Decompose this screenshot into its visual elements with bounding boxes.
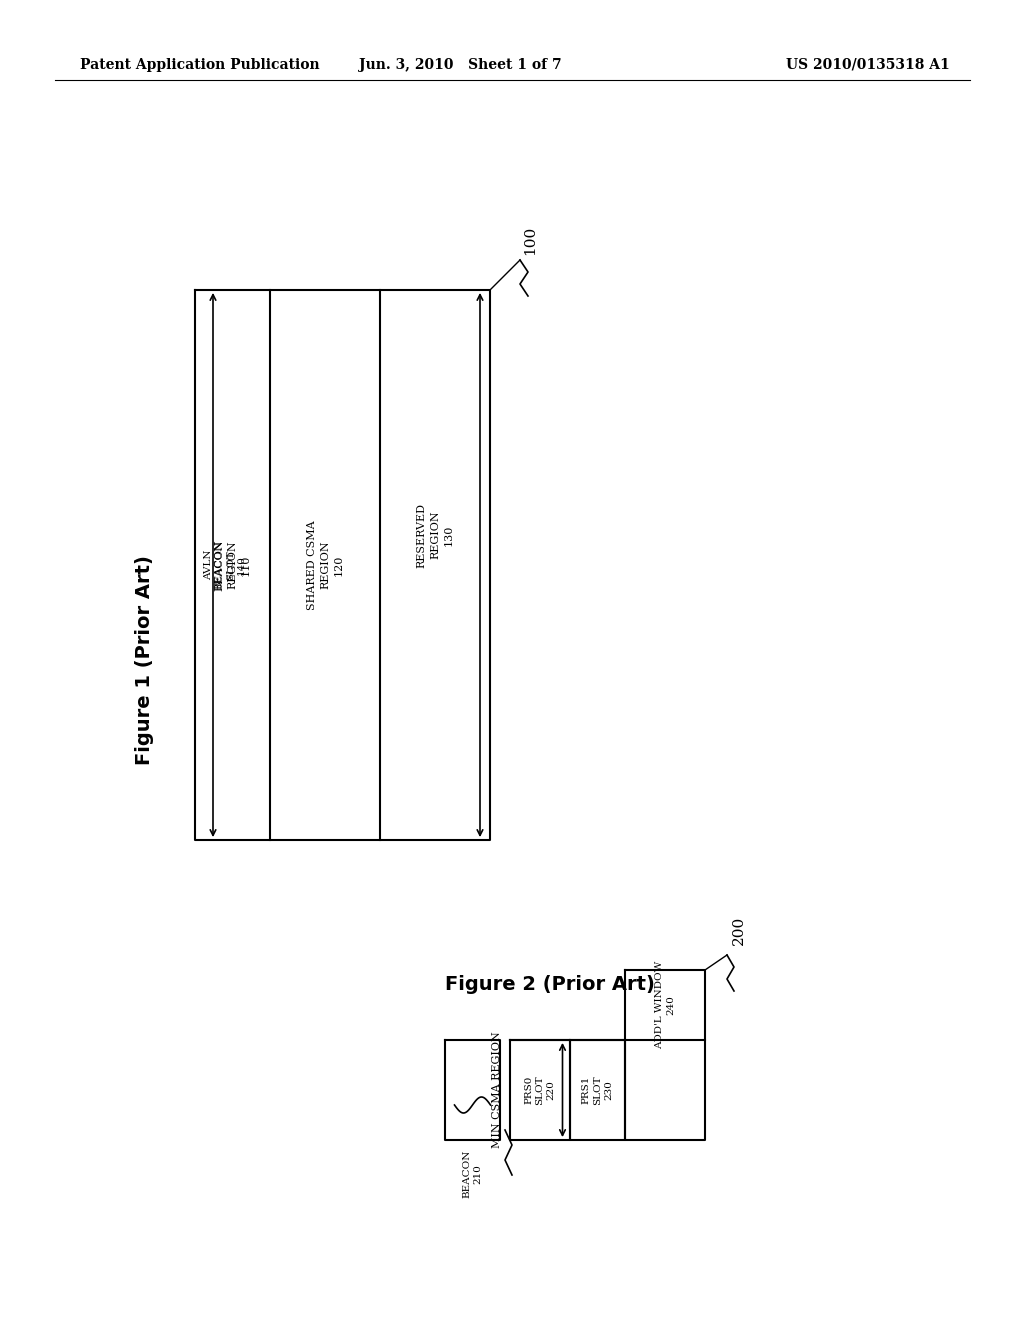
Text: US 2010/0135318 A1: US 2010/0135318 A1 — [786, 58, 950, 73]
Text: AVLN
BEACON
SLOT
140: AVLN BEACON SLOT 140 — [204, 541, 246, 589]
Text: Figure 2 (Prior Art): Figure 2 (Prior Art) — [445, 975, 655, 994]
Text: BEACON
210: BEACON 210 — [463, 1150, 482, 1199]
Text: PRS0
SLOT
220: PRS0 SLOT 220 — [524, 1076, 556, 1105]
Text: 100: 100 — [523, 226, 537, 255]
Text: 200: 200 — [732, 915, 746, 945]
Text: Patent Application Publication: Patent Application Publication — [80, 58, 319, 73]
Text: PRS1
SLOT
230: PRS1 SLOT 230 — [582, 1076, 613, 1105]
Text: Jun. 3, 2010   Sheet 1 of 7: Jun. 3, 2010 Sheet 1 of 7 — [358, 58, 561, 73]
Text: BEACON
REGION
110: BEACON REGION 110 — [214, 539, 251, 591]
Text: RESERVED
REGION
130: RESERVED REGION 130 — [417, 503, 454, 568]
Text: MIN CSMA REGION: MIN CSMA REGION — [492, 1032, 502, 1148]
Text: SHARED CSMA
REGION
120: SHARED CSMA REGION 120 — [307, 520, 343, 610]
Text: Figure 1 (Prior Art): Figure 1 (Prior Art) — [135, 556, 155, 764]
Text: ADD'L WINDOW
240: ADD'L WINDOW 240 — [655, 961, 675, 1049]
